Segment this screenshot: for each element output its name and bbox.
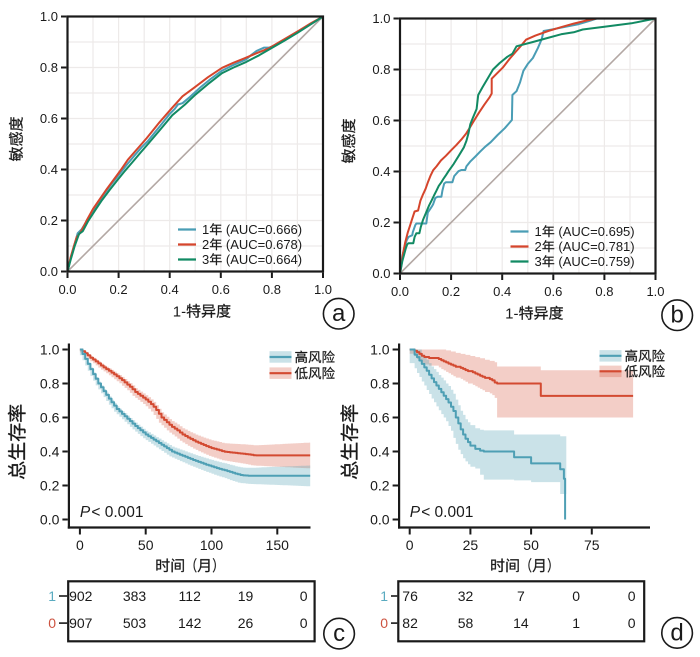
svg-text:58: 58 [458, 615, 474, 631]
svg-text:26: 26 [238, 615, 254, 631]
svg-text:0: 0 [300, 615, 308, 631]
svg-text:0: 0 [628, 588, 636, 604]
svg-text:3: 3 [202, 252, 209, 267]
svg-text:a: a [332, 300, 346, 327]
svg-text:1: 1 [202, 222, 209, 237]
svg-text:0.6: 0.6 [544, 284, 562, 299]
svg-text:0.2: 0.2 [40, 478, 60, 494]
svg-text:0.8: 0.8 [40, 60, 58, 75]
svg-text:150: 150 [266, 537, 290, 553]
svg-text:0.0: 0.0 [372, 266, 390, 281]
svg-text:1-: 1- [505, 306, 518, 323]
svg-text:(AUC=0.666): (AUC=0.666) [226, 222, 302, 237]
svg-text:2: 2 [535, 239, 542, 254]
svg-text:0.4: 0.4 [493, 284, 511, 299]
svg-text:50: 50 [138, 537, 154, 553]
svg-text:3: 3 [535, 254, 542, 269]
svg-text:1.0: 1.0 [314, 282, 332, 297]
svg-text:0: 0 [628, 615, 636, 631]
svg-text:25: 25 [463, 537, 479, 553]
svg-text:0: 0 [572, 588, 580, 604]
svg-text:0.8: 0.8 [595, 284, 613, 299]
svg-text:0.4: 0.4 [40, 162, 58, 177]
svg-text:0.0: 0.0 [40, 512, 60, 528]
svg-text:902: 902 [69, 588, 93, 604]
svg-text:0.4: 0.4 [370, 444, 390, 460]
svg-text:< 0.001: < 0.001 [91, 504, 143, 521]
svg-text:0.2: 0.2 [372, 215, 390, 230]
svg-text:112: 112 [179, 588, 202, 604]
svg-text:1.0: 1.0 [370, 342, 390, 358]
svg-text:0.4: 0.4 [40, 444, 60, 460]
svg-text:0.4: 0.4 [372, 164, 390, 179]
svg-text:P: P [410, 504, 421, 521]
svg-text:b: b [671, 302, 684, 329]
svg-text:(AUC=0.781): (AUC=0.781) [558, 239, 634, 254]
svg-text:(AUC=0.695): (AUC=0.695) [558, 224, 634, 239]
svg-text:0.2: 0.2 [110, 282, 128, 297]
svg-text:0.8: 0.8 [370, 376, 390, 392]
svg-text:1: 1 [535, 224, 542, 239]
svg-text:7: 7 [517, 588, 525, 604]
svg-text:1: 1 [48, 588, 56, 604]
svg-text:0.0: 0.0 [391, 284, 409, 299]
svg-text:0.8: 0.8 [263, 282, 281, 297]
svg-text:P: P [80, 504, 91, 521]
svg-text:(AUC=0.759): (AUC=0.759) [558, 254, 634, 269]
svg-text:75: 75 [584, 537, 600, 553]
svg-text:(AUC=0.678): (AUC=0.678) [226, 237, 302, 252]
svg-text:0.6: 0.6 [40, 410, 60, 426]
svg-text:0: 0 [48, 615, 56, 631]
svg-text:0.4: 0.4 [161, 282, 179, 297]
svg-text:0.0: 0.0 [370, 512, 390, 528]
svg-text:503: 503 [123, 615, 147, 631]
svg-text:0.6: 0.6 [370, 410, 390, 426]
svg-text:0.6: 0.6 [40, 111, 58, 126]
svg-text:0.2: 0.2 [370, 478, 390, 494]
svg-text:0: 0 [380, 615, 388, 631]
svg-text:100: 100 [200, 537, 224, 553]
svg-text:1.0: 1.0 [40, 9, 58, 24]
svg-text:0.6: 0.6 [372, 113, 390, 128]
svg-text:19: 19 [238, 588, 254, 604]
svg-text:1.0: 1.0 [372, 11, 390, 26]
svg-text:c: c [333, 620, 345, 647]
svg-text:0.8: 0.8 [372, 62, 390, 77]
svg-text:0: 0 [76, 537, 84, 553]
svg-text:1: 1 [572, 615, 580, 631]
svg-text:1: 1 [380, 588, 388, 604]
svg-text:76: 76 [402, 588, 418, 604]
svg-text:d: d [670, 619, 683, 646]
svg-text:383: 383 [123, 588, 147, 604]
svg-text:0.2: 0.2 [442, 284, 460, 299]
svg-text:0.0: 0.0 [58, 282, 76, 297]
svg-text:50: 50 [523, 537, 539, 553]
svg-text:(AUC=0.664): (AUC=0.664) [226, 252, 302, 267]
svg-text:0.2: 0.2 [40, 213, 58, 228]
svg-text:0.8: 0.8 [40, 376, 60, 392]
svg-text:1-: 1- [173, 304, 186, 321]
svg-text:0.0: 0.0 [40, 264, 58, 279]
svg-text:< 0.001: < 0.001 [421, 504, 473, 521]
svg-text:32: 32 [458, 588, 474, 604]
svg-text:1.0: 1.0 [40, 342, 60, 358]
svg-text:142: 142 [178, 615, 202, 631]
svg-text:0: 0 [300, 588, 308, 604]
svg-text:14: 14 [513, 615, 529, 631]
svg-text:907: 907 [69, 615, 93, 631]
svg-text:1.0: 1.0 [646, 284, 664, 299]
svg-text:0.6: 0.6 [212, 282, 230, 297]
svg-text:2: 2 [202, 237, 209, 252]
svg-text:0: 0 [406, 537, 414, 553]
svg-text:82: 82 [402, 615, 418, 631]
